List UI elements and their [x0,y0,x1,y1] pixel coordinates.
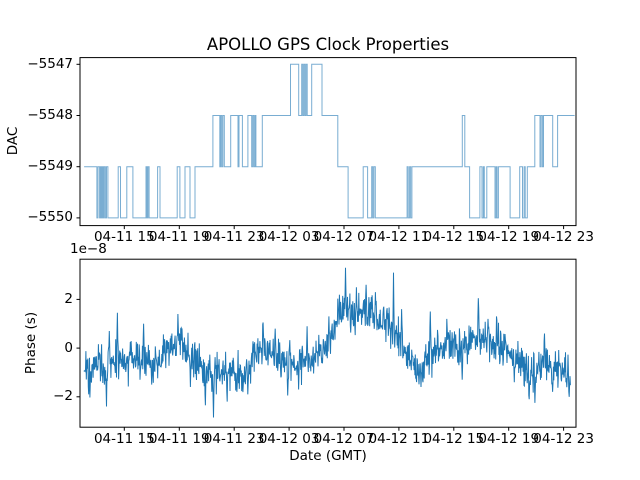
top-y-tick-label: −5549 [27,158,73,175]
bottom-x-tick-label: 04-12 19 [478,431,540,447]
bottom-y-tick-label: 0 [64,339,73,356]
top-y-tick-label: −5547 [27,55,73,72]
bottom-x-tick-label: 04-12 07 [313,431,375,447]
top-axes [79,57,577,227]
bottom-x-tick-label: 04-11 23 [203,431,265,447]
top-x-tick-label: 04-11 19 [148,229,210,245]
top-x-tick-label: 04-12 11 [368,229,430,245]
top-x-tick-label: 04-12 19 [478,229,540,245]
top-x-tick-label: 04-12 15 [423,229,485,245]
bottom-x-tick-label: 04-12 11 [368,431,430,447]
bottom-x-tick-label: 04-12 15 [423,431,485,447]
phase-line [83,267,571,418]
top-y-axis-label: DAC [5,126,21,156]
bottom-x-tick-label: 04-12 23 [533,431,594,447]
y-offset-text: 1e−8 [70,241,107,257]
bottom-y-tick-label: −2 [53,388,73,405]
x-axis-label: Date (GMT) [289,448,367,464]
top-x-tick-label: 04-12 03 [258,229,320,245]
top-y-tick-label: −5548 [27,106,73,123]
top-x-tick-label: 04-12 07 [313,229,375,245]
bottom-axes [79,258,577,428]
top-x-tick-label: 04-11 23 [203,229,265,245]
top-x-tick-label: 04-12 23 [533,229,594,245]
top-x-tick-label: 04-11 15 [93,229,155,245]
bottom-x-tick-label: 04-12 03 [258,431,320,447]
bottom-x-tick-label: 04-11 15 [93,431,155,447]
top-y-tick-label: −5550 [27,209,73,226]
dac-step-line [84,63,575,219]
chart-title: APOLLO GPS Clock Properties [206,35,450,54]
bottom-y-tick-label: 2 [64,290,73,307]
bottom-x-tick-label: 04-11 19 [148,431,210,447]
